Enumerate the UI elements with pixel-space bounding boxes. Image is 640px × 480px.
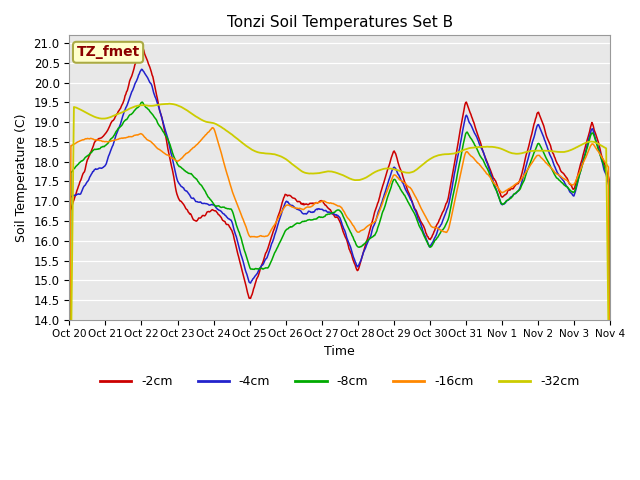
-4cm — [131, 81, 139, 87]
-8cm — [131, 108, 139, 113]
-4cm — [187, 193, 195, 199]
Legend: -2cm, -4cm, -8cm, -16cm, -32cm: -2cm, -4cm, -8cm, -16cm, -32cm — [95, 370, 584, 393]
-32cm — [187, 110, 195, 116]
-8cm — [187, 171, 195, 177]
-4cm — [215, 207, 223, 213]
-4cm — [65, 420, 73, 426]
-4cm — [138, 66, 145, 72]
-2cm — [406, 193, 414, 199]
-32cm — [131, 104, 139, 109]
-2cm — [422, 230, 429, 236]
-32cm — [406, 170, 414, 176]
-2cm — [215, 212, 223, 218]
-16cm — [422, 214, 429, 220]
Y-axis label: Soil Temperature (C): Soil Temperature (C) — [15, 113, 28, 242]
-2cm — [138, 42, 145, 48]
Line: -32cm: -32cm — [69, 104, 610, 480]
-4cm — [422, 235, 429, 240]
-8cm — [215, 203, 223, 209]
-4cm — [76, 192, 83, 197]
-8cm — [606, 353, 614, 359]
Line: -4cm: -4cm — [69, 69, 610, 423]
-16cm — [606, 447, 614, 453]
-32cm — [606, 448, 614, 454]
-4cm — [406, 195, 414, 201]
-16cm — [186, 148, 193, 154]
-16cm — [209, 125, 216, 131]
-2cm — [187, 211, 195, 216]
-8cm — [76, 160, 83, 166]
-2cm — [76, 181, 83, 187]
Line: -8cm: -8cm — [69, 102, 610, 480]
X-axis label: Time: Time — [324, 345, 355, 358]
-2cm — [131, 62, 139, 68]
-16cm — [65, 434, 73, 440]
-16cm — [215, 143, 223, 148]
-16cm — [406, 184, 414, 190]
Text: TZ_fmet: TZ_fmet — [76, 45, 140, 60]
-32cm — [166, 101, 173, 107]
-16cm — [76, 138, 83, 144]
Title: Tonzi Soil Temperatures Set B: Tonzi Soil Temperatures Set B — [227, 15, 452, 30]
-8cm — [422, 237, 429, 242]
-16cm — [131, 132, 139, 138]
-32cm — [215, 123, 223, 129]
-2cm — [65, 429, 73, 434]
Line: -2cm: -2cm — [69, 45, 610, 432]
-8cm — [138, 99, 146, 105]
-2cm — [606, 408, 614, 414]
Line: -16cm: -16cm — [69, 128, 610, 450]
-4cm — [606, 414, 614, 420]
-32cm — [422, 159, 429, 165]
-32cm — [76, 106, 83, 112]
-8cm — [406, 203, 414, 208]
